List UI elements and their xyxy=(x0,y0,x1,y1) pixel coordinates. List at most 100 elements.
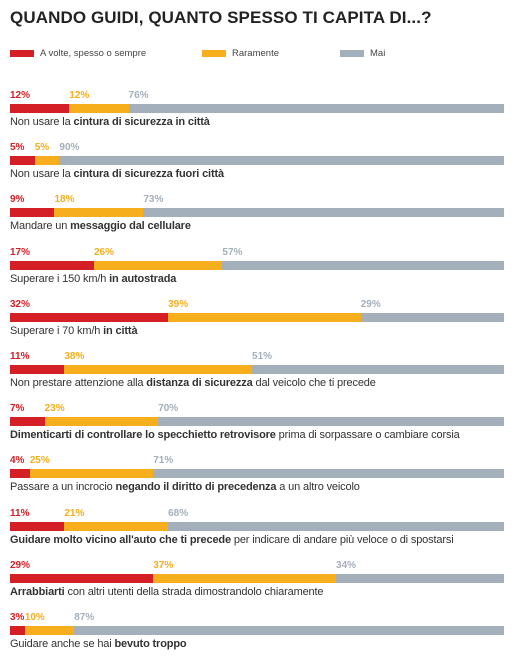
value-label-never: 51% xyxy=(252,351,273,362)
bar-segment-often xyxy=(10,365,65,374)
stacked-bar xyxy=(10,365,504,374)
bar-segment-rarely xyxy=(24,626,75,635)
category-label: Guidare anche se hai bevuto troppo xyxy=(10,638,187,650)
stacked-bar xyxy=(10,260,504,270)
value-label-never: 68% xyxy=(168,507,189,519)
value-label-often: 4% xyxy=(10,455,25,467)
category-label: Mandare un messaggio dal cellulare xyxy=(10,220,191,233)
value-label-never: 70% xyxy=(158,403,179,415)
bar-segment-often xyxy=(10,573,154,583)
stacked-bar xyxy=(10,156,504,166)
bar-segment-rarely xyxy=(69,104,129,113)
bar-segment-rarely xyxy=(29,469,154,479)
value-label-rarely: 25% xyxy=(29,455,50,467)
stacked-bar xyxy=(10,104,504,113)
bar-segment-rarely xyxy=(64,521,169,531)
chart-row: 17% 26% 57% Superare i 150 km/h in autostra… xyxy=(10,247,504,299)
value-label-often: 11% xyxy=(10,351,30,362)
bar-segment-rarely xyxy=(153,573,337,583)
value-label-rarely: 18% xyxy=(54,194,75,206)
category-label: Non prestare attenzione alla distanza di… xyxy=(10,377,376,389)
bar-segment-never xyxy=(143,208,504,218)
bar-segment-often xyxy=(10,156,35,166)
legend-label-never: Mai xyxy=(370,48,386,59)
value-label-often: 17% xyxy=(10,246,31,258)
bar-segment-often xyxy=(10,417,45,427)
chart-row: 12% 12% 76% Non usare la cintura di sicurez… xyxy=(10,90,504,142)
stacked-bar xyxy=(10,573,504,583)
stacked-bar xyxy=(10,469,504,479)
stacked-bar xyxy=(10,626,504,635)
value-label-rarely: 39% xyxy=(168,298,189,310)
bar-segment-never xyxy=(59,156,504,166)
value-label-rarely: 12% xyxy=(69,90,90,101)
category-label: Superare i 70 km/h in città xyxy=(10,324,138,337)
legend: A volte, spesso o sempre Raramente Mai xyxy=(10,48,510,62)
category-label: Dimenticarti di controllare lo specchiet… xyxy=(10,429,460,442)
value-label-rarely: 26% xyxy=(93,246,114,258)
value-label-often: 5% xyxy=(10,142,25,154)
legend-swatch-rarely xyxy=(202,50,226,57)
chart-row: 32% 39% 29% Superare i 70 km/h in città xyxy=(10,299,504,351)
legend-swatch-never xyxy=(340,50,364,57)
category-label: Guidare molto vicino all'auto che ti pre… xyxy=(10,533,454,546)
category-label: Superare i 150 km/h in autostrada xyxy=(10,272,177,285)
value-label-often: 29% xyxy=(10,559,31,571)
chart-row: 9% 18% 73% Mandare un messaggio dal cellula… xyxy=(10,194,504,246)
bar-segment-never xyxy=(252,365,504,374)
stacked-bar xyxy=(10,521,504,531)
bar-segment-often xyxy=(10,469,30,479)
bar-segment-often xyxy=(10,521,65,531)
category-label: Non usare la cintura di sicurezza in cit… xyxy=(10,116,210,128)
bar-segment-rarely xyxy=(168,312,361,322)
bar-segment-never xyxy=(360,312,504,322)
value-label-rarely: 23% xyxy=(44,403,65,415)
value-label-rarely: 21% xyxy=(64,507,85,519)
chart-row: 11% 38% 51% Non prestare attenzione alla di… xyxy=(10,351,504,403)
bar-segment-rarely xyxy=(44,417,159,427)
bar-segment-often xyxy=(10,626,25,635)
legend-item-often: A volte, spesso o sempre xyxy=(10,48,146,59)
bar-segment-never xyxy=(222,260,504,270)
bar-segment-never xyxy=(128,104,504,113)
value-label-never: 34% xyxy=(336,559,357,571)
legend-label-rarely: Raramente xyxy=(232,48,279,59)
value-label-never: 76% xyxy=(128,90,149,101)
legend-label-often: A volte, spesso o sempre xyxy=(40,48,147,59)
value-label-never: 73% xyxy=(143,194,164,206)
chart-row: 3% 10% 87% Guidare anche se hai bevuto trop… xyxy=(10,612,504,664)
value-label-never: 71% xyxy=(153,455,174,467)
bar-segment-rarely xyxy=(54,208,144,218)
value-label-rarely: 38% xyxy=(64,351,85,362)
category-label: Non usare la cintura di sicurezza fuori … xyxy=(10,168,224,181)
value-label-rarely: 37% xyxy=(153,559,174,571)
bar-segment-never xyxy=(336,573,504,583)
bar-segment-never xyxy=(74,626,504,635)
bar-segment-often xyxy=(10,104,70,113)
category-label: Passare a un incrocio negando il diritto… xyxy=(10,481,360,494)
chart-row: 7% 23% 70% Dimenticarti di controllare lo s… xyxy=(10,403,504,455)
value-label-often: 7% xyxy=(10,403,25,415)
legend-item-rarely: Raramente xyxy=(202,48,279,59)
value-label-often: 11% xyxy=(10,507,30,519)
bar-segment-often xyxy=(10,260,94,270)
bar-segment-often xyxy=(10,208,55,218)
stacked-bar xyxy=(10,312,504,322)
bar-segment-never xyxy=(153,469,504,479)
bar-segment-never xyxy=(158,417,504,427)
value-label-never: 57% xyxy=(222,246,243,258)
legend-item-never: Mai xyxy=(340,48,385,59)
category-label: Arrabbiarti con altri utenti della strad… xyxy=(10,585,324,598)
bar-segment-never xyxy=(168,521,504,531)
value-label-never: 29% xyxy=(360,298,381,310)
chart-row: 29% 37% 34% Arrabbiarti con altri utenti de… xyxy=(10,560,504,612)
chart-row: 11% 21% 68% Guidare molto vicino all'auto c… xyxy=(10,508,504,560)
value-label-often: 3% xyxy=(10,612,25,623)
chart-title: QUANDO GUIDI, QUANTO SPESSO TI CAPITA DI… xyxy=(10,8,432,27)
chart-row: 4% 25% 71% Passare a un incrocio negando il… xyxy=(10,455,504,507)
bar-segment-often xyxy=(10,312,169,322)
value-label-often: 12% xyxy=(10,90,31,101)
stacked-bar xyxy=(10,208,504,218)
bar-segment-rarely xyxy=(93,260,223,270)
